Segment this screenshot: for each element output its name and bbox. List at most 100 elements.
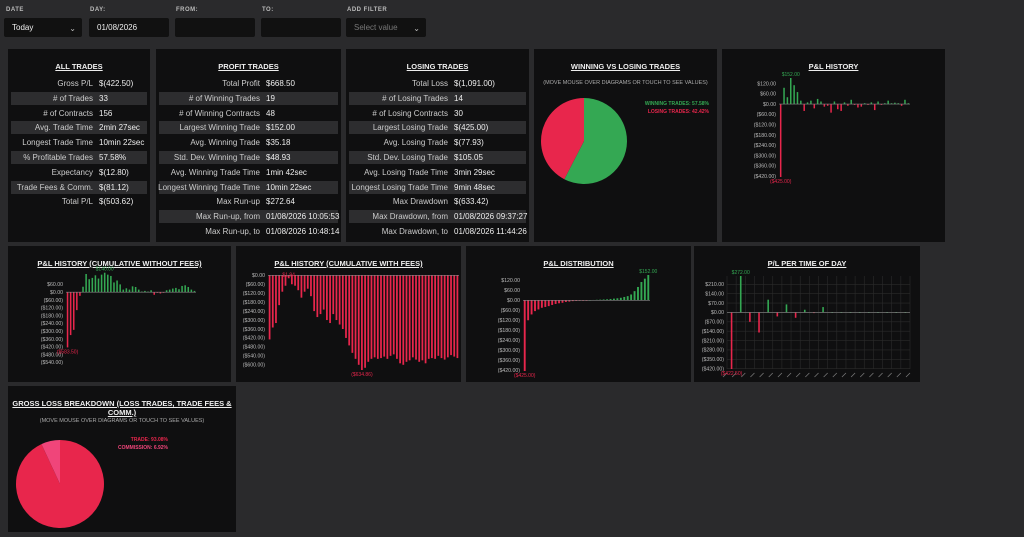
add-filter-select[interactable]: Select value ⌄	[346, 18, 426, 37]
bar	[850, 99, 852, 105]
to-filter-label: TO:	[262, 7, 274, 13]
stat-value: 156	[99, 108, 113, 118]
pl-time-of-day-chart[interactable]: $210.00 $140.00 $70.00 $0.00 ($70.00) ($140.0…	[694, 246, 920, 382]
max-value-label: $1.94	[282, 272, 295, 278]
stat-value: $(633.42)	[454, 197, 489, 207]
stat-row: Max Drawdown, to 01/08/2026 11:44:26	[349, 225, 527, 238]
y-tick-label: $60.00	[504, 288, 520, 294]
bar	[119, 284, 121, 293]
bar	[826, 104, 829, 106]
bar	[599, 299, 602, 301]
chart-title: P&L HISTORY (CUMULATIVE WITH FEES)	[274, 259, 423, 268]
bar	[820, 101, 822, 105]
bar	[794, 312, 797, 318]
stat-value: $105.05	[454, 153, 483, 162]
bar	[116, 280, 118, 293]
pl-distribution-chart[interactable]: $120.00 $60.00 $0.00 ($60.00) ($120.00) ($180…	[466, 246, 691, 382]
y-tick-label: ($120.00)	[41, 306, 63, 312]
bar	[103, 272, 106, 293]
stat-label: Avg. Winning Trade Time	[170, 167, 260, 177]
bar	[153, 292, 155, 295]
y-tick-label: ($360.00)	[754, 164, 776, 170]
bar	[300, 275, 303, 298]
y-tick-label: ($60.00)	[44, 298, 64, 304]
bar	[297, 275, 300, 291]
bar	[364, 275, 366, 368]
stat-label: # of Winning Trades	[188, 93, 260, 103]
day-input[interactable]: 01/08/2026	[89, 18, 169, 37]
y-tick-label: $120.00	[501, 278, 520, 284]
bar	[367, 275, 370, 362]
bar	[453, 275, 456, 357]
win-loss-pie[interactable]	[534, 49, 717, 242]
cumulative-with-fees-chart[interactable]: $0.00 ($60.00) ($120.00) ($180.00) ($240.00)…	[236, 246, 461, 382]
bar	[523, 300, 526, 371]
pl-history-chart[interactable]: $120.00 $60.00 $0.00 ($60.00) ($120.00) ($180…	[722, 49, 945, 242]
stat-label: Total Loss	[411, 79, 448, 88]
x-tick-mark	[823, 372, 828, 378]
stat-label: % Profitable Trades	[23, 153, 93, 162]
stat-value: $(422.50)	[99, 79, 134, 88]
bar	[534, 300, 536, 312]
all-trades-panel: ALL TRADES Gross P/L $(422.50) # of Trades…	[8, 49, 150, 242]
chart-subtitle: (MOVE MOUSE OVER DIAGRAMS OR TOUCH TO SE…	[543, 80, 708, 86]
stat-row: Largest Winning Trade $152.00	[159, 121, 338, 135]
bar	[863, 103, 866, 105]
y-tick-label: ($300.00)	[243, 318, 265, 324]
bar	[271, 275, 274, 328]
max-value-label: $152.00	[782, 72, 800, 78]
bar	[306, 275, 309, 289]
y-tick-label: ($240.00)	[41, 321, 63, 327]
y-tick-label: ($240.00)	[498, 338, 520, 344]
to-input[interactable]	[261, 18, 341, 37]
stat-value: $(503.62)	[99, 197, 134, 207]
bar	[159, 292, 162, 294]
bar	[540, 300, 543, 308]
bar	[561, 300, 564, 303]
bar	[380, 275, 382, 359]
losing-trades-panel: LOSING TRADES Total Loss $(1,091.00) # of …	[346, 49, 529, 242]
stat-label: # of Winning Contracts	[179, 108, 260, 118]
y-tick-label: ($60.00)	[757, 112, 777, 118]
bar	[278, 275, 281, 306]
bar	[348, 275, 351, 346]
stat-label: Max Run-up, to	[205, 227, 260, 236]
y-tick-label: $60.00	[47, 282, 63, 288]
add-filter-placeholder: Select value	[354, 23, 398, 32]
gross-loss-pie[interactable]	[8, 386, 236, 532]
bar	[175, 287, 177, 293]
bar	[141, 291, 143, 293]
cumulative-no-fees-chart[interactable]: $60.00 $0.00 ($60.00) ($120.00)($180.00) ($2…	[8, 246, 231, 382]
y-tick-label: $70.00	[708, 301, 724, 307]
bar	[373, 275, 376, 358]
stat-value: 9min 48sec	[454, 182, 495, 192]
bar	[870, 102, 873, 105]
bar	[110, 275, 112, 293]
x-tick-mark	[905, 372, 911, 378]
pie-slice-losing-trades	[541, 98, 584, 180]
x-tick-mark	[731, 372, 737, 378]
min-value-label: ($425.00)	[514, 373, 536, 379]
bar	[537, 300, 540, 310]
from-input[interactable]	[175, 18, 255, 37]
bar	[796, 92, 799, 105]
bar	[853, 104, 856, 105]
stat-value: 01/08/2026 11:44:26	[454, 227, 527, 236]
stat-label: Max Run-up, from	[195, 212, 260, 222]
bar	[351, 275, 354, 353]
x-tick-mark	[841, 372, 847, 378]
stat-label: Total Profit	[222, 79, 260, 88]
date-select[interactable]: Today ⌄	[4, 18, 82, 37]
bar	[319, 275, 322, 315]
bar	[806, 102, 809, 105]
stat-label: Longest Losing Trade Time	[351, 182, 448, 192]
bar	[361, 275, 363, 370]
bar	[790, 78, 792, 105]
stat-value: 01/08/2026 10:05:53	[266, 212, 340, 222]
stat-row: # of Contracts 156	[11, 107, 147, 120]
stat-label: Std. Dev. Losing Trade	[367, 153, 448, 162]
stat-row: Avg. Losing Trade $(77.93)	[349, 136, 526, 149]
stat-value: 3min 29sec	[454, 167, 495, 177]
bar	[803, 309, 806, 313]
y-tick-label: ($60.00)	[501, 308, 521, 314]
